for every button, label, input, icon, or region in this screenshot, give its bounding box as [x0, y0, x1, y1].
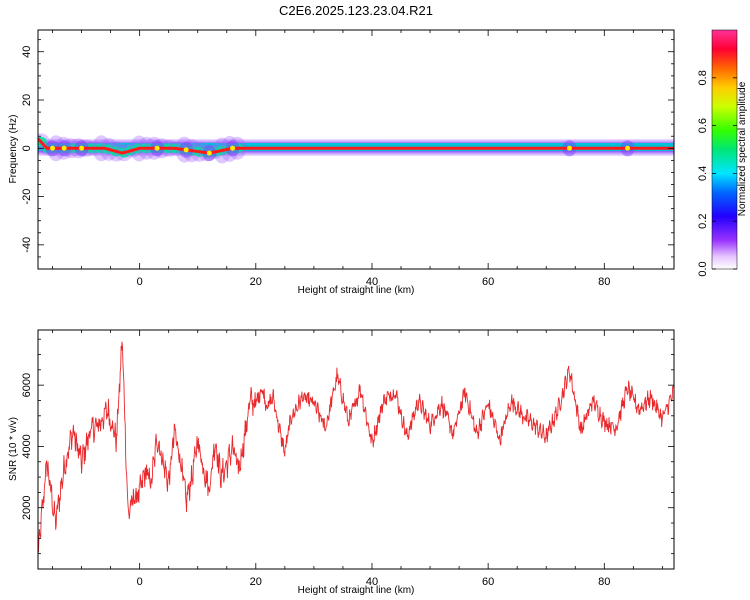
y-tick-label: 2000 — [21, 495, 33, 519]
y-tick-label: 20 — [21, 94, 33, 106]
x-tick-label: 0 — [137, 576, 143, 588]
colorbar-ticks: 0.0 0.2 0.4 0.6 0.8 — [697, 70, 737, 277]
spectrogram-panel: 0 20 40 60 80 -40 -20 0 20 40 Height of straight… — [8, 29, 675, 296]
spectrogram-y-axis-title: Frequency (Hz) — [8, 115, 19, 184]
colorbar-frame — [711, 29, 738, 270]
ridge-dot — [625, 145, 631, 151]
x-tick-label: 20 — [250, 276, 262, 288]
x-tick-label: 0 — [137, 276, 143, 288]
snr-panel: 0 20 40 60 80 2000 4000 6000 Height of straigh… — [8, 329, 675, 596]
colorbar-tick-label: 0.8 — [697, 70, 709, 85]
ridge-dot — [183, 147, 189, 153]
colorbar: 0.0 0.2 0.4 0.6 0.8 Normalized spectral ampl… — [697, 29, 748, 277]
ridge-dot — [206, 150, 212, 156]
y-tick-label: 40 — [21, 46, 33, 58]
x-tick-label: 40 — [366, 576, 378, 588]
ridge-dots — [50, 145, 631, 156]
snr-x-ticks: 0 20 40 60 80 — [52, 330, 663, 588]
spectral-ridge-line — [38, 137, 674, 155]
spectrogram-plot-area — [38, 133, 674, 164]
x-tick-label: 80 — [598, 276, 610, 288]
colorbar-tick-label: 0.6 — [697, 118, 709, 133]
figure-title: C2E6.2025.123.23.04.R21 — [279, 3, 433, 18]
x-tick-label: 80 — [598, 576, 610, 588]
y-tick-label: 4000 — [21, 434, 33, 458]
y-tick-label: 6000 — [21, 373, 33, 397]
spectrogram-y-ticks: -40 -20 0 20 40 — [21, 39, 674, 270]
colorbar-tick-label: 0.2 — [697, 214, 709, 229]
ridge-dot — [50, 145, 56, 151]
snr-x-axis-title: Height of straight line (km) — [298, 585, 415, 596]
y-tick-label: 0 — [21, 145, 33, 151]
x-tick-label: 20 — [250, 576, 262, 588]
colorbar-label: Normalized spectral amplitude — [737, 81, 748, 216]
snr-y-axis-title: SNR (10 * v/v) — [8, 417, 19, 481]
ridge-dot — [566, 145, 572, 151]
ridge-dot — [230, 145, 236, 151]
ridge-dot — [79, 145, 85, 151]
ridge-dot — [61, 145, 67, 151]
colorbar-tick-label: 0.4 — [697, 166, 709, 181]
spectrogram-x-axis-title: Height of straight line (km) — [298, 285, 415, 296]
colorbar-gradient — [712, 30, 737, 269]
y-tick-label: -20 — [21, 189, 33, 205]
colorbar-tick-label: 0.0 — [697, 261, 709, 276]
y-tick-label: -40 — [21, 237, 33, 253]
spectrogram-frame — [37, 29, 675, 270]
x-tick-label: 60 — [482, 576, 494, 588]
spectrogram-x-ticks: 0 20 40 60 80 — [52, 30, 663, 288]
snr-frame — [37, 329, 675, 570]
x-tick-label: 60 — [482, 276, 494, 288]
snr-series-line — [38, 341, 674, 554]
snr-y-ticks: 2000 4000 6000 — [21, 338, 674, 570]
x-tick-label: 40 — [366, 276, 378, 288]
ridge-dot — [154, 145, 160, 151]
snr-plot-area — [38, 341, 674, 554]
